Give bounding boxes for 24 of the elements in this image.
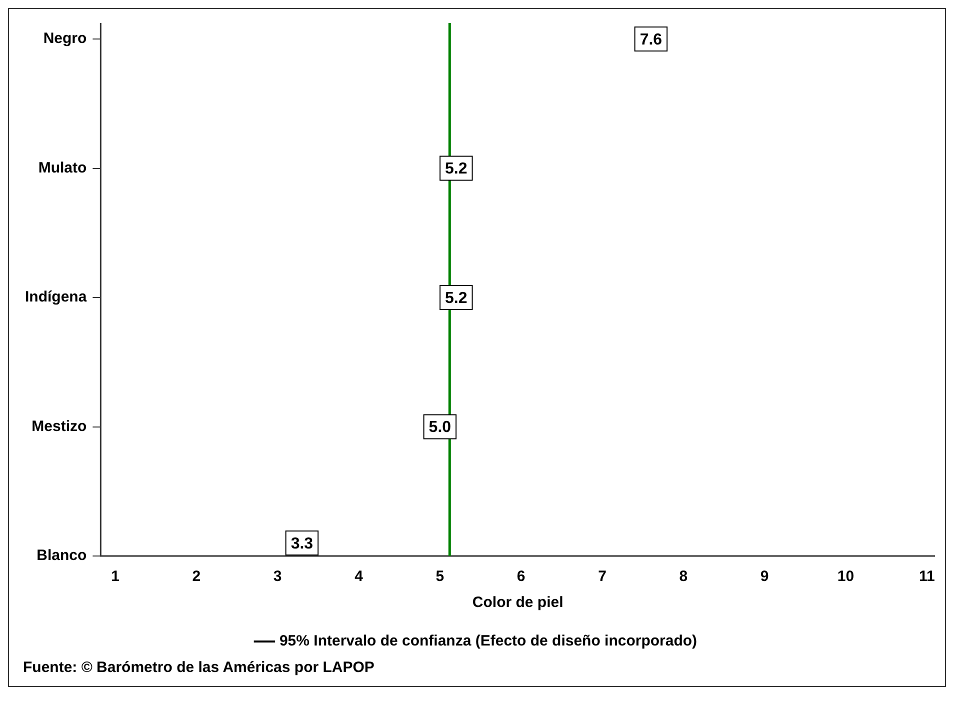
source-note: Fuente: © Barómetro de las Américas por LAPOP (22, 659, 376, 678)
x-tick-label: 9 (760, 568, 769, 586)
x-tick-label: 5 (436, 568, 444, 586)
x-tick-label: 7 (598, 568, 606, 586)
y-tick-label: Negro (43, 30, 87, 48)
x-tick-label: 11 (918, 568, 935, 586)
y-tick-label: Mestizo (32, 418, 87, 435)
x-tick-label: 2 (192, 568, 201, 586)
data-label: 5.2 (445, 290, 468, 307)
x-tick-label: 3 (273, 568, 282, 586)
y-tick-label: Mulato (38, 159, 87, 176)
x-tick-label: 8 (679, 568, 688, 586)
x-tick-label: 4 (354, 568, 364, 586)
data-label: 5.0 (428, 419, 452, 436)
data-label: 7.6 (640, 31, 662, 48)
y-tick-label: Indígena (25, 288, 88, 306)
legend-label: 95% Intervalo de confianza (Efecto de diseño incorporado) (279, 632, 698, 650)
y-tick-label: Blanco (36, 547, 87, 564)
x-tick-label: 1 (111, 568, 120, 586)
x-axis-title: Color de piel (472, 594, 564, 612)
x-tick-label: 6 (516, 568, 526, 586)
data-label: 3.3 (290, 535, 314, 552)
data-label: 5.2 (445, 160, 468, 178)
x-tick-label: 10 (837, 568, 854, 586)
